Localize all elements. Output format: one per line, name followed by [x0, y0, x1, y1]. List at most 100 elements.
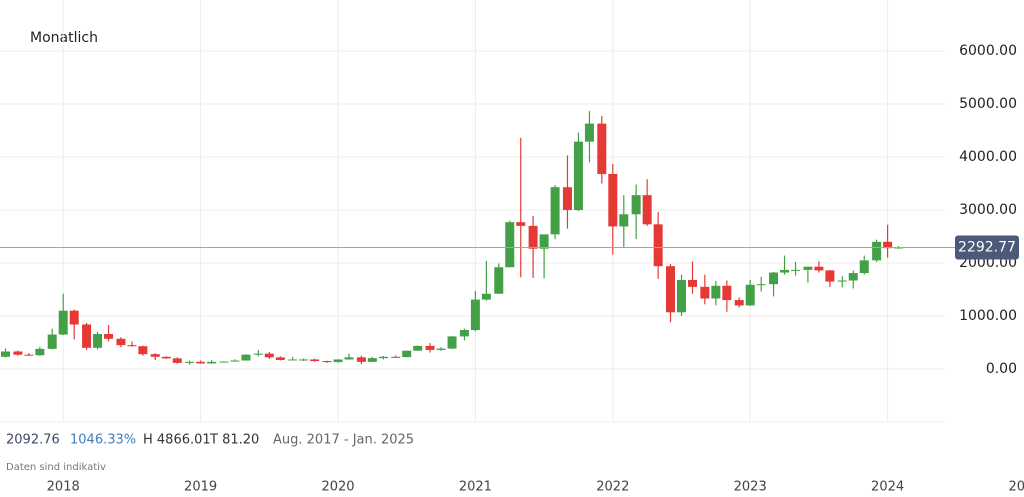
candle-body: [425, 345, 435, 350]
candle-body: [161, 356, 171, 359]
candle-body: [116, 338, 126, 346]
x-tick-label: 2023: [734, 480, 767, 495]
candle-body: [814, 266, 824, 271]
last-price-label: 2292.77: [958, 239, 1016, 255]
candle-body: [859, 260, 869, 274]
y-tick-label: 5000.00: [959, 96, 1017, 112]
candle-body: [275, 357, 285, 360]
interval-button[interactable]: [16, 22, 112, 54]
x-tick-label: 2021: [459, 480, 492, 495]
candle-body: [619, 214, 629, 227]
stat-change-pct: 1046.33%: [70, 433, 136, 448]
candle-body: [700, 286, 710, 299]
candle-body: [550, 187, 560, 235]
candle-body: [69, 310, 79, 325]
y-tick-label: 1000.00: [959, 308, 1017, 324]
candle-body: [402, 350, 412, 358]
candle-body: [310, 359, 320, 362]
candle-body: [791, 269, 801, 271]
candle-body: [653, 224, 663, 267]
candle-body: [677, 279, 687, 313]
stat-period: Aug. 2017 - Jan. 2025: [273, 433, 414, 448]
candle-body: [825, 270, 835, 282]
x-tick-label: 2018: [47, 480, 80, 495]
x-tick-label: 2024: [871, 480, 904, 495]
interval-label[interactable]: Monatlich: [30, 30, 98, 46]
candle-body: [82, 324, 92, 348]
disclaimer: Daten sind indikativ: [6, 462, 106, 473]
x-tick-label: 2019: [184, 480, 217, 495]
candle-body: [35, 348, 45, 356]
candle-body: [883, 241, 893, 249]
candle-body: [333, 359, 343, 363]
candle-body: [562, 187, 572, 210]
candle-body: [573, 141, 583, 210]
candle-body: [0, 351, 10, 357]
x-tick-label: 2022: [596, 480, 629, 495]
candle-body: [597, 123, 607, 174]
candle-body: [481, 293, 491, 300]
candle-body: [47, 334, 57, 349]
last-price-box: [955, 235, 1019, 260]
candle-body: [769, 272, 779, 285]
candle-body: [539, 234, 549, 249]
stat-low: T 81.20: [209, 433, 259, 448]
candle-body: [230, 360, 240, 362]
candle-body: [642, 195, 652, 225]
candle-body: [24, 354, 34, 356]
y-tick-label: 6000.00: [959, 43, 1017, 59]
stat-high: H 4866.01: [143, 433, 211, 448]
candle-body: [494, 267, 504, 294]
candle-body: [631, 195, 641, 215]
stat-change: 2092.76: [6, 433, 60, 448]
candle-body: [378, 356, 388, 359]
x-tick-label: 2025: [1008, 480, 1024, 495]
candle-body: [58, 310, 68, 335]
candle-body: [687, 279, 697, 287]
y-tick-label: 0.00: [986, 361, 1017, 377]
candle-body: [344, 357, 354, 360]
candle-body: [367, 358, 377, 362]
candle-body: [745, 284, 755, 306]
candle-body: [127, 345, 137, 347]
candle-body: [803, 266, 813, 270]
candle-body: [150, 354, 160, 357]
y-tick-label: 4000.00: [959, 149, 1017, 165]
candle-body: [241, 354, 251, 361]
candle-body: [253, 353, 263, 355]
candle-body: [666, 266, 676, 313]
candle-body: [584, 123, 594, 142]
candle-body: [711, 285, 721, 299]
candle-body: [505, 222, 515, 268]
candle-body: [722, 285, 732, 301]
candle-body: [13, 351, 23, 355]
candle-body: [356, 357, 366, 362]
candle-body: [608, 173, 618, 227]
candle-body: [413, 345, 423, 351]
candle-body: [436, 348, 446, 350]
candle-body: [459, 330, 469, 337]
candle-body: [391, 356, 401, 358]
candle-body: [848, 273, 858, 281]
candle-body: [288, 359, 298, 361]
candle-body: [299, 359, 309, 361]
candle-body: [104, 334, 114, 339]
candle-body: [516, 222, 526, 226]
candle-body: [837, 280, 847, 282]
candle-body: [207, 361, 217, 364]
x-tick-label: 2020: [321, 480, 354, 495]
candle-body: [219, 361, 229, 363]
candle-body: [264, 353, 274, 358]
candle-body: [322, 361, 332, 363]
candle-body: [447, 336, 457, 349]
candle-body: [528, 225, 538, 249]
candle-body: [138, 346, 148, 355]
candle-body: [470, 299, 480, 331]
candle-body: [780, 269, 790, 273]
candle-body: [196, 361, 206, 364]
candle-body: [872, 241, 882, 261]
candle-body: [734, 300, 744, 306]
